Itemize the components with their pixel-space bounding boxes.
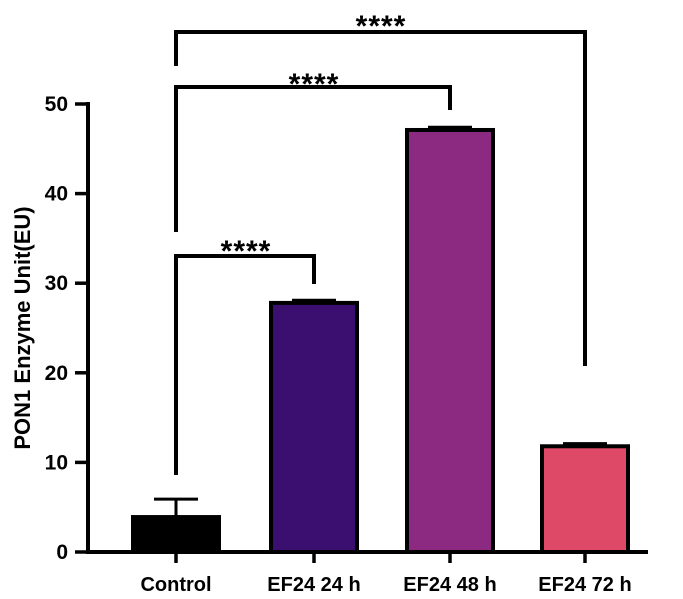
- bar-2: [269, 300, 359, 554]
- x-tick-label: EF24 72 h: [538, 574, 631, 596]
- y-tick-label: 10: [45, 451, 68, 474]
- significance-label: ****: [289, 68, 340, 101]
- x-tick-label: EF24 24 h: [267, 574, 360, 596]
- bar-3: [405, 127, 495, 554]
- axes: 0 10 20 30 40 50 Control EF24 24 h EF24 48 h EF24…: [45, 93, 648, 596]
- bars: [131, 125, 630, 555]
- y-tick-label: 30: [45, 272, 68, 295]
- x-tick-label: EF24 48 h: [403, 574, 496, 596]
- significance-label: ****: [221, 235, 272, 268]
- significance-bracket: [174, 254, 316, 475]
- significance-bracket: [174, 30, 587, 366]
- y-tick-label: 20: [45, 362, 68, 385]
- x-tick-label: Control: [140, 574, 211, 596]
- y-tick-label: 40: [45, 183, 68, 206]
- bar-4: [540, 444, 630, 554]
- significance-bracket: [174, 85, 452, 232]
- y-axis-label: PON1 Enzyme Unit(EU): [10, 206, 35, 449]
- y-tick-label: 50: [45, 93, 68, 116]
- y-tick-label: 0: [56, 541, 68, 564]
- significance-label: ****: [356, 10, 407, 43]
- bar-1: [131, 515, 221, 555]
- significance-brackets: **** **** ****: [174, 10, 587, 475]
